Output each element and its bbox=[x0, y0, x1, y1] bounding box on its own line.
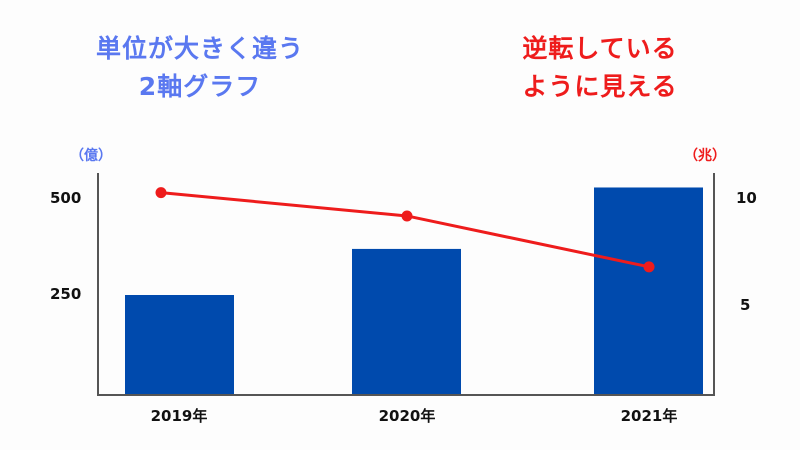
bar-2021年 bbox=[594, 187, 703, 395]
headline-left: 単位が大きく違う 2軸グラフ bbox=[80, 30, 320, 106]
left-axis-unit: （億） bbox=[70, 148, 112, 164]
headline-right-line1: 逆転している bbox=[522, 34, 678, 63]
headline-right: 逆転している ように見える bbox=[480, 30, 720, 106]
right-tick-5: 5 bbox=[740, 296, 751, 314]
line-point-2019年 bbox=[155, 187, 167, 199]
x-label-2021: 2021年 bbox=[620, 407, 678, 425]
left-tick-500: 500 bbox=[50, 189, 82, 207]
line-points bbox=[155, 187, 655, 273]
headline-right-line2: ように見える bbox=[522, 72, 678, 101]
x-label-2020: 2020年 bbox=[378, 407, 436, 425]
bar-2019年 bbox=[125, 295, 234, 395]
right-axis-unit: （兆） bbox=[684, 148, 726, 164]
line-point-2020年 bbox=[401, 210, 413, 222]
right-tick-10: 10 bbox=[736, 189, 757, 207]
bar-series bbox=[125, 187, 703, 395]
line-point-2021年 bbox=[643, 261, 655, 273]
headline-left-line2: 2軸グラフ bbox=[138, 72, 262, 101]
headline-left-line1: 単位が大きく違う bbox=[95, 34, 304, 63]
left-tick-250: 250 bbox=[50, 285, 82, 303]
bar-2020年 bbox=[352, 248, 461, 395]
x-label-2019: 2019年 bbox=[150, 407, 208, 425]
